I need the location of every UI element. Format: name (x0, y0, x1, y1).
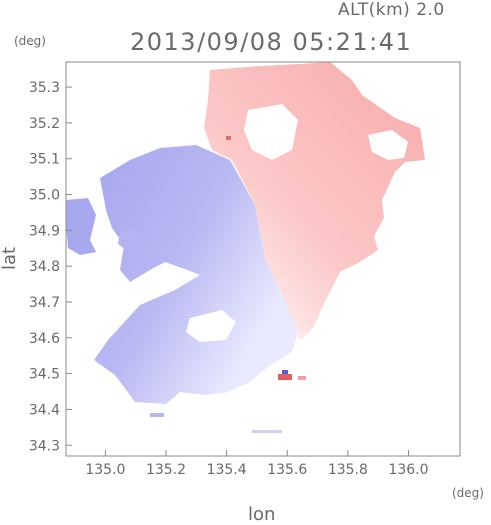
plot-frame (65, 61, 461, 457)
x-tick-label: 135.6 (267, 462, 307, 478)
echo-speck (252, 430, 282, 433)
y-tick-label: 35.0 (29, 188, 60, 204)
approaching-echo-islet (118, 228, 138, 250)
x-tick-label: 136.0 (388, 462, 428, 478)
approaching-echo-west (66, 198, 96, 255)
approaching-echo-region (94, 145, 300, 404)
y-axis-ticks: 34.3 34.4 34.5 34.6 34.7 34.8 34.9 35.0 35.1 35.2… (29, 80, 72, 454)
echo-speck (298, 376, 306, 380)
y-tick-label: 34.3 (29, 438, 60, 454)
no-echo-gap (186, 310, 236, 342)
y-tick-label: 34.8 (29, 259, 60, 275)
y-tick-label: 34.7 (29, 295, 60, 311)
x-tick-label: 135.0 (85, 462, 125, 478)
y-tick-label: 34.4 (29, 402, 60, 418)
x-axis-ticks: 135.0 135.2 135.4 135.6 135.8 136.0 (85, 450, 429, 478)
y-tick-label: 34.9 (29, 223, 60, 239)
datetime-title: 2013/09/08 05:21:41 (130, 28, 413, 56)
echo-speck (226, 136, 231, 140)
altitude-label: ALT(km) 2.0 (338, 0, 445, 20)
echo-speck (278, 374, 292, 380)
y-tick-label: 35.1 (29, 152, 60, 168)
echo-speck (150, 413, 164, 417)
y-tick-label: 34.5 (29, 367, 60, 383)
echo-speck (282, 370, 288, 374)
no-echo-gap (244, 104, 298, 160)
x-axis-label: lon (248, 504, 276, 525)
x-axis-unit: (deg) (452, 486, 484, 500)
y-tick-label: 34.6 (29, 331, 60, 347)
x-tick-label: 135.4 (207, 462, 247, 478)
y-tick-label: 35.2 (29, 116, 60, 132)
no-echo-gap (368, 130, 408, 160)
y-axis-unit: (deg) (14, 34, 46, 48)
y-tick-label: 35.3 (29, 80, 60, 96)
x-tick-label: 135.2 (146, 462, 186, 478)
x-tick-label: 135.8 (328, 462, 368, 478)
